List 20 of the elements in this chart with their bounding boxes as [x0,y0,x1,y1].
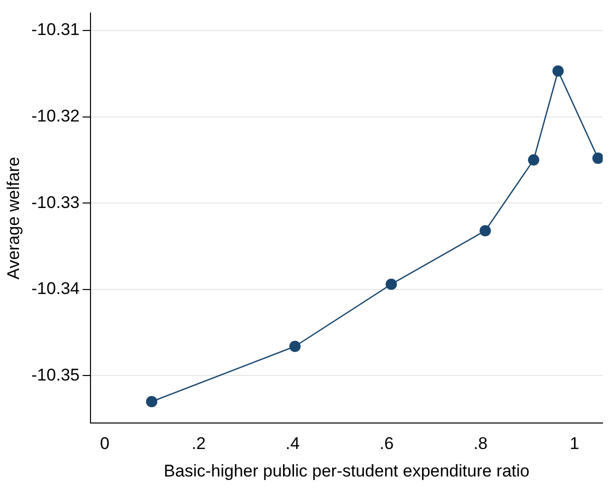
x-tick-label: 0 [100,434,110,454]
y-tick-label: -10.34 [31,279,80,298]
point [552,65,564,77]
point [480,225,491,236]
x-axis-title: Basic-higher public per-student expenditure ratio [164,461,530,480]
y-tick-label: -10.35 [31,365,80,384]
point [386,278,397,290]
point [528,154,540,166]
y-tick-label: -10.33 [31,192,80,212]
x-tick-label: .6 [379,434,394,454]
point [592,152,603,164]
y-axis-title: Average welfare [4,156,23,280]
x-tick-label: 1 [570,434,580,454]
point [146,396,158,408]
x-tick-label: .2 [192,434,206,454]
x-tick-label: .8 [473,434,488,454]
y-tick-label: -10.32 [31,106,80,126]
x-tick-label: .4 [286,434,300,454]
y-tick-label: -10.31 [31,20,80,40]
point [289,340,301,352]
